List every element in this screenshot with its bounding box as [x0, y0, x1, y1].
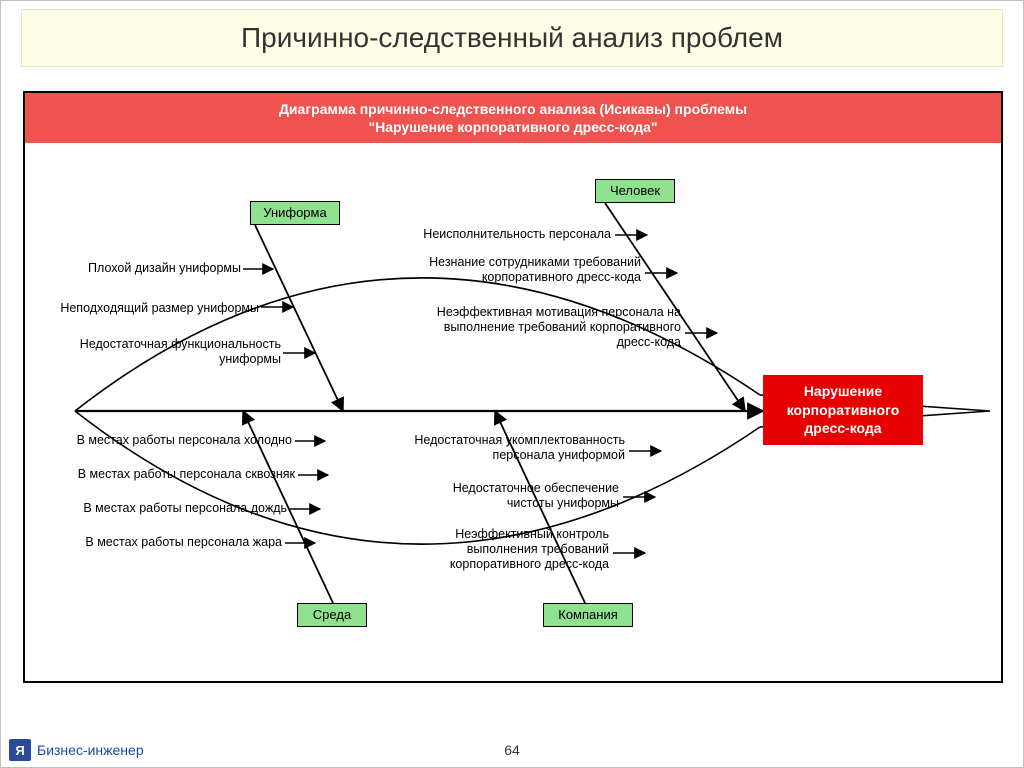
cause-company-1: Недостаточное обеспечение чистоты унифор… [369, 481, 619, 511]
problem-l1: Нарушение [804, 382, 882, 401]
footer-logo: Я [9, 739, 31, 761]
diagram-banner: Диаграмма причинно-следственного анализа… [25, 93, 1001, 143]
cause-uniform-1: Неподходящий размер униформы [29, 301, 259, 316]
cause-env-2: В местах работы персонала дождь [37, 501, 287, 516]
page-title: Причинно-следственный анализ проблем [241, 22, 783, 54]
problem-l3: дресс-кода [804, 419, 881, 438]
cause-company-2: Неэффективный контроль выполнения требов… [369, 527, 609, 572]
cause-human-2: Неэффективная мотивация персонала на вып… [361, 305, 681, 350]
category-env: Среда [297, 603, 367, 627]
banner-line1: Диаграмма причинно-следственного анализа… [279, 100, 747, 118]
cause-env-0: В местах работы персонала холодно [37, 433, 292, 448]
page-number: 64 [504, 742, 520, 758]
category-uniform: Униформа [250, 201, 340, 225]
problem-l2: корпоративного [787, 401, 900, 420]
cause-uniform-2: Недостаточная функциональность униформы [41, 337, 281, 367]
banner-line2: "Нарушение корпоративного дресс-кода" [368, 118, 657, 136]
cause-env-3: В местах работы персонала жара [37, 535, 282, 550]
cause-human-1: Незнание сотрудниками требований корпора… [361, 255, 641, 285]
category-human: Человек [595, 179, 675, 203]
category-company: Компания [543, 603, 633, 627]
page-title-bar: Причинно-следственный анализ проблем [21, 9, 1003, 67]
cause-uniform-0: Плохой дизайн униформы [41, 261, 241, 276]
problem-box: Нарушение корпоративного дресс-кода [763, 375, 923, 445]
diagram-frame: Диаграмма причинно-следственного анализа… [23, 91, 1003, 683]
cause-human-0: Неисполнительность персонала [361, 227, 611, 242]
page: Причинно-следственный анализ проблем Диа… [0, 0, 1024, 768]
cause-env-1: В местах работы персонала сквозняк [37, 467, 295, 482]
cause-company-0: Недостаточная укомплектованность персона… [345, 433, 625, 463]
footer-brand: Бизнес-инженер [37, 742, 144, 758]
footer: Я Бизнес-инженер 64 [1, 739, 1023, 761]
